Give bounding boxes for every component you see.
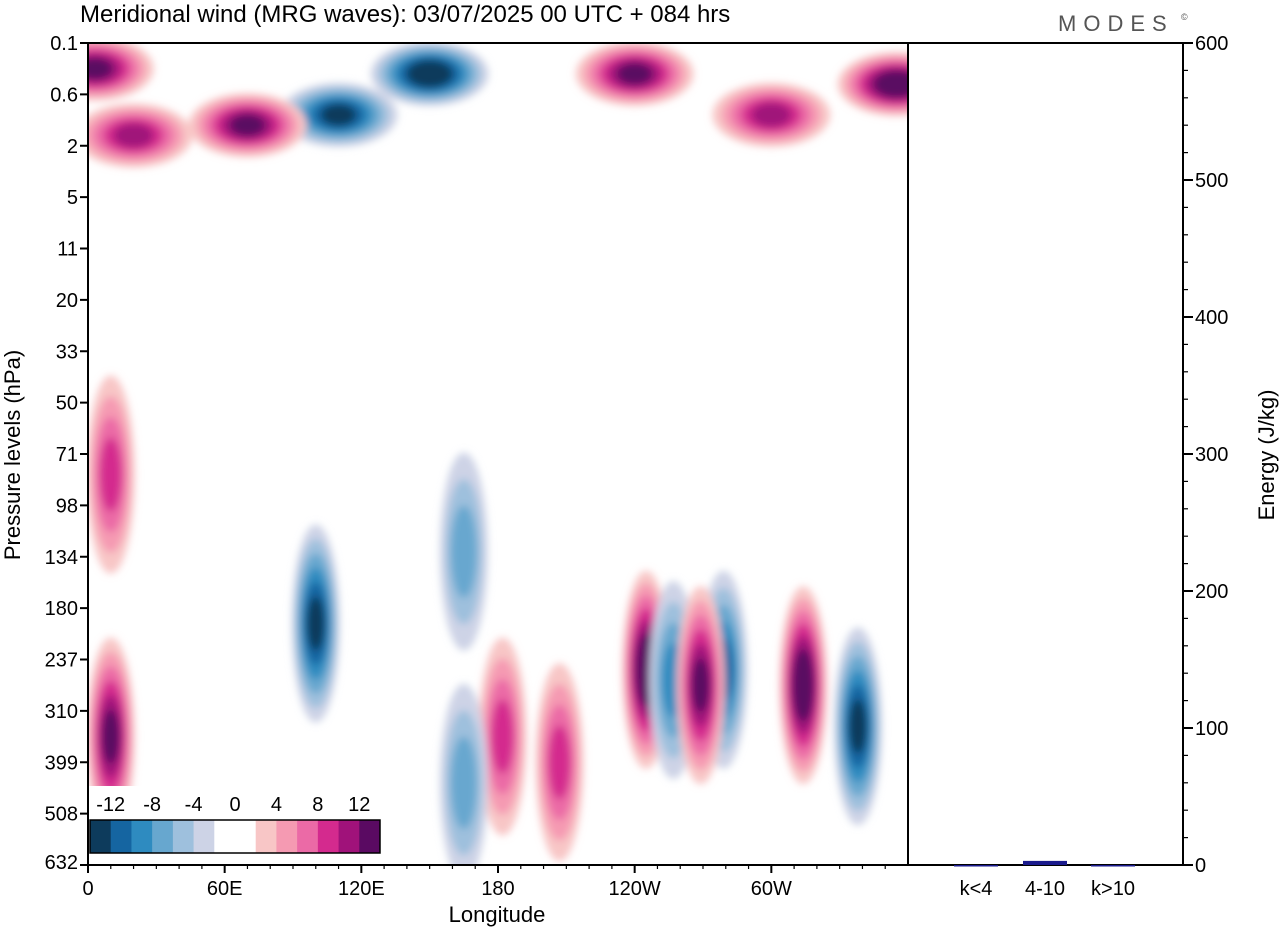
colorbar-label: 12 xyxy=(348,794,370,816)
energy-tick-label: 400 xyxy=(1195,307,1228,329)
positive-wind-cell xyxy=(88,43,154,101)
positive-wind-cell xyxy=(676,586,725,785)
positive-wind-cell xyxy=(478,637,527,836)
chart-title: Meridional wind (MRG waves): 03/07/2025 … xyxy=(80,1,730,28)
energy-tick-label: 0 xyxy=(1195,855,1206,877)
colorbar-swatch xyxy=(193,820,215,853)
energy-tick-label: 200 xyxy=(1195,581,1228,603)
energy-tick-label: 500 xyxy=(1195,170,1228,192)
y-axis-label: Pressure levels (hPa) xyxy=(0,350,25,560)
colorbar-label: 0 xyxy=(229,794,240,816)
colorbar-label: -8 xyxy=(143,794,161,816)
energy-frame xyxy=(907,42,1184,866)
colorbar-label: 8 xyxy=(312,794,323,816)
y-tick-label: 0.1 xyxy=(50,33,78,55)
energy-bar-k4 xyxy=(954,865,998,867)
negative-wind-cell xyxy=(291,524,340,723)
energy-tick-label: 600 xyxy=(1195,33,1228,55)
negative-wind-cell xyxy=(833,627,882,826)
y-tick-label: 134 xyxy=(45,547,78,569)
y-tick-label: 5 xyxy=(67,187,78,209)
energy-bar-410 xyxy=(1023,860,1067,865)
colorbar-swatch xyxy=(297,820,319,853)
positive-wind-cell xyxy=(712,82,831,147)
positive-wind-cell xyxy=(188,93,307,158)
colorbar-label: 4 xyxy=(271,794,282,816)
energy-panel: k<4 4-10 k>10 0 100 200 300 400 500 600 xyxy=(907,33,1228,900)
positive-wind-cell xyxy=(575,43,694,106)
colorbar-swatch xyxy=(338,820,360,853)
pressure-axis: 0.1 0.6 2 5 11 20 33 50 71 98 134 180 237 310 399 508 63… xyxy=(45,33,88,874)
y-tick-label: 50 xyxy=(56,393,78,415)
x-tick-label: 120E xyxy=(338,878,385,900)
x-tick-label: 0 xyxy=(82,878,93,900)
y-tick-label: 237 xyxy=(45,650,78,672)
energy-tick-label: 300 xyxy=(1195,444,1228,466)
positive-wind-cell xyxy=(88,103,193,168)
colorbar-swatch xyxy=(110,820,132,853)
x-tick-label: 120W xyxy=(609,878,661,900)
negative-wind-cell xyxy=(279,82,398,147)
brand-mark: © xyxy=(1181,12,1188,22)
colorbar-swatch xyxy=(172,820,195,853)
colorbar-frame xyxy=(89,819,381,854)
x-tick-label: 180 xyxy=(481,878,514,900)
positive-wind-cell xyxy=(535,663,584,862)
positive-wind-cell xyxy=(779,586,828,785)
negative-wind-cell xyxy=(439,683,488,865)
y-tick-label: 310 xyxy=(45,701,78,723)
y-tick-label: 98 xyxy=(56,495,78,517)
y-tick-label: 632 xyxy=(45,852,78,874)
colorbar-label: -12 xyxy=(96,794,125,816)
colorbar: -12 -8 -4 0 4 8 12 xyxy=(86,786,384,857)
y-tick-label: 20 xyxy=(56,290,78,312)
colorbar-swatch xyxy=(214,820,236,853)
colorbar-swatch xyxy=(131,820,153,853)
heatmap-panel xyxy=(88,43,908,865)
y-tick-label: 71 xyxy=(56,444,78,466)
brand-logo: MODES xyxy=(1058,11,1174,36)
energy-category-label: k<4 xyxy=(960,878,993,900)
colorbar-swatch xyxy=(255,820,277,853)
y-tick-label: 2 xyxy=(67,136,78,158)
colorbar-swatch xyxy=(90,820,112,853)
x-tick-label: 60W xyxy=(751,878,792,900)
y-tick-label: 11 xyxy=(57,239,78,261)
colorbar-swatch xyxy=(276,820,298,853)
y-tick-label: 180 xyxy=(45,598,78,620)
x-axis-label: Longitude xyxy=(449,902,546,927)
colorbar-swatch xyxy=(235,820,257,853)
colorbar-swatch xyxy=(152,820,174,853)
longitude-axis: 0 60E 120E 180 120W 60W xyxy=(82,865,886,900)
positive-wind-cell xyxy=(837,52,908,117)
x-tick-label: 60E xyxy=(207,878,243,900)
negative-wind-cell xyxy=(370,43,489,106)
negative-wind-cell xyxy=(439,452,488,651)
energy-axis-label: Energy (J/kg) xyxy=(1254,390,1279,521)
energy-tick-label: 100 xyxy=(1195,718,1228,740)
y-tick-label: 508 xyxy=(45,804,78,826)
y-tick-label: 399 xyxy=(45,752,78,774)
colorbar-swatch xyxy=(359,820,381,853)
colorbar-swatch xyxy=(317,820,340,853)
energy-bar-k10 xyxy=(1091,865,1135,867)
y-tick-label: 33 xyxy=(56,341,78,363)
energy-category-label: k>10 xyxy=(1091,878,1135,900)
colorbar-label: -4 xyxy=(185,794,203,816)
y-tick-label: 0.6 xyxy=(50,84,78,106)
positive-wind-cell xyxy=(88,375,135,574)
energy-category-label: 4-10 xyxy=(1025,878,1065,900)
